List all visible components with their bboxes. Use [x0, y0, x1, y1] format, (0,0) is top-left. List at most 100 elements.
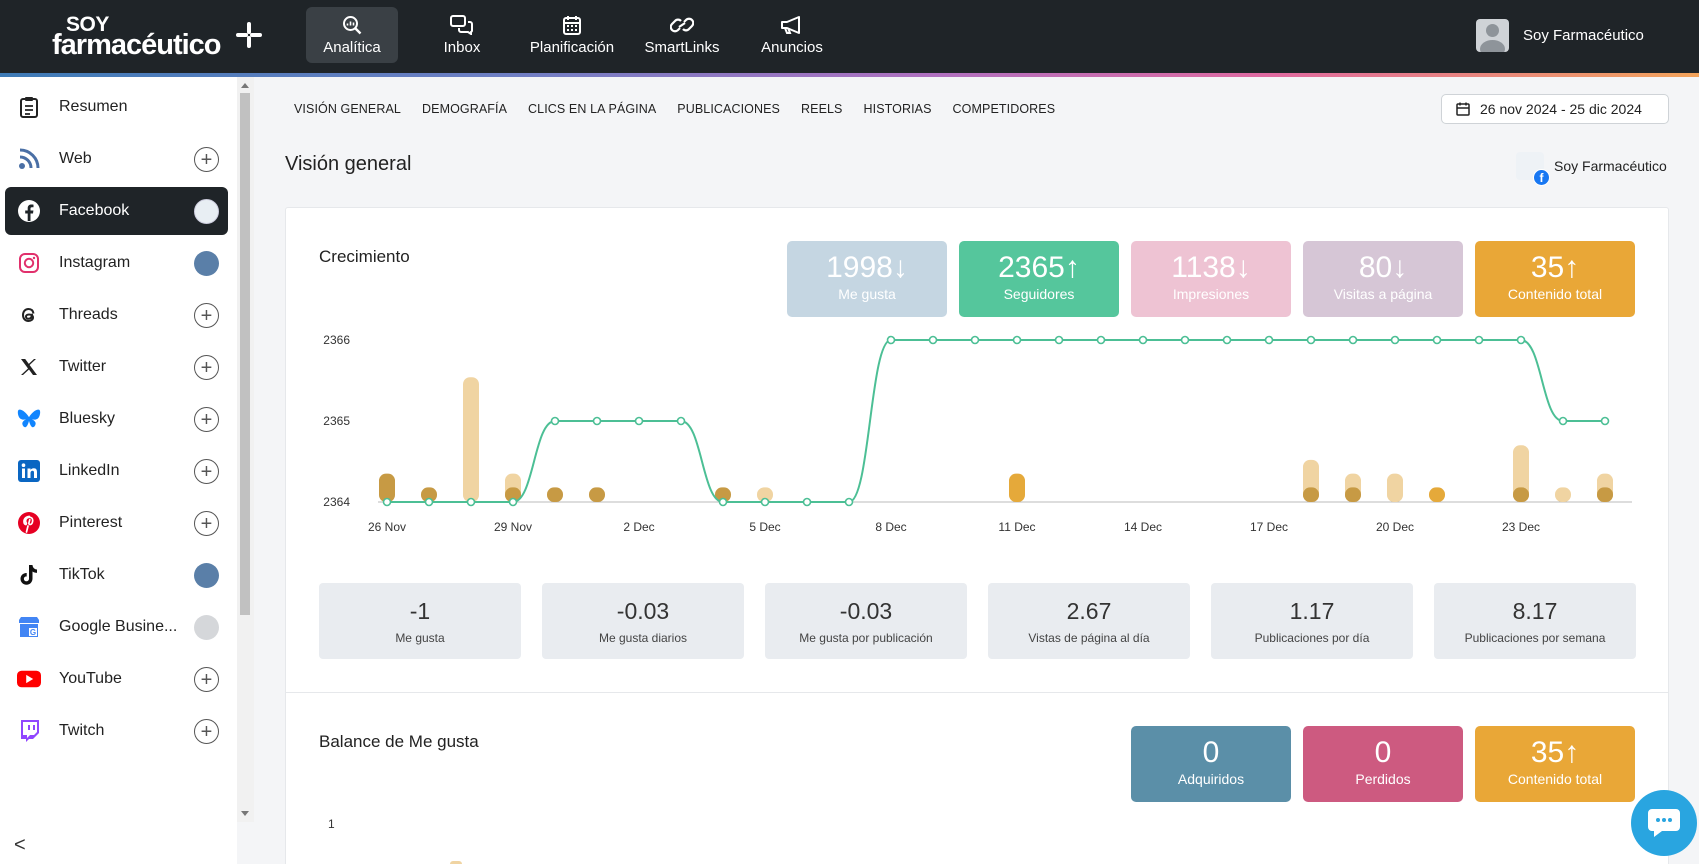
sidebar-item-tiktok[interactable]: TikTok — [5, 551, 228, 599]
sidebar-item-threads[interactable]: Threads + — [5, 291, 228, 339]
add-bluesky-button[interactable]: + — [194, 407, 219, 432]
tiktok-icon — [17, 563, 41, 587]
balance-title: Balance de Me gusta — [319, 732, 479, 751]
seguidores-point — [760, 497, 770, 507]
sidebar-item-bluesky[interactable]: Bluesky + — [5, 395, 228, 443]
chat-support-button[interactable] — [1631, 790, 1697, 856]
scroll-down-arrow-icon[interactable] — [241, 811, 249, 816]
sidebar-item-linkedin[interactable]: LinkedIn + — [5, 447, 228, 495]
tab-demografia[interactable]: DEMOGRAFÍA — [422, 102, 508, 116]
scroll-up-arrow-icon[interactable] — [241, 83, 249, 88]
calendar-small-icon — [1456, 102, 1470, 116]
facebook-icon — [17, 199, 41, 223]
brand-line1: SOY — [66, 13, 109, 36]
sidebar-item-instagram[interactable]: Instagram — [5, 239, 228, 287]
sidebar-item-facebook[interactable]: Facebook — [5, 187, 228, 235]
nav-smartlinks-label: SmartLinks — [644, 38, 720, 56]
nav-analitica[interactable]: Analítica — [306, 7, 398, 63]
threads-icon — [17, 303, 41, 327]
sidebar-scrollbar[interactable] — [237, 77, 254, 822]
seguidores-point — [1348, 335, 1358, 345]
stat-perdidos[interactable]: 0 Perdidos — [1303, 726, 1463, 802]
nav-anuncios[interactable]: Anuncios — [746, 7, 838, 63]
nav-analitica-label: Analítica — [323, 38, 381, 56]
metric-me-gusta: -1 Me gusta — [319, 583, 521, 659]
tab-clics-pagina[interactable]: CLICS EN LA PÁGINA — [528, 102, 657, 116]
sidebar-item-google-business[interactable]: G Google Busine... — [5, 603, 228, 651]
seguidores-point — [718, 497, 728, 507]
instagram-account-avatar[interactable] — [194, 251, 219, 276]
sidebar-label-web: Web — [59, 150, 92, 167]
stat-balance-contenido-label: Contenido total — [1507, 771, 1603, 787]
seguidores-point — [1180, 335, 1190, 345]
sidebar-label-twitch: Twitch — [59, 722, 105, 739]
sidebar-item-twitch[interactable]: Twitch + — [5, 707, 228, 755]
add-web-button[interactable]: + — [194, 147, 219, 172]
youtube-icon — [17, 667, 41, 691]
arrow-down-icon: ↓ — [1235, 251, 1251, 284]
seguidores-point — [886, 335, 896, 345]
seguidores-point — [508, 497, 518, 507]
tab-competidores[interactable]: COMPETIDORES — [952, 102, 1056, 116]
nav-smartlinks[interactable]: SmartLinks — [636, 7, 728, 63]
account-logo: f — [1516, 152, 1550, 186]
stat-balance-contenido-total[interactable]: 35↑ Contenido total — [1475, 726, 1635, 802]
dark-bar — [1597, 487, 1613, 502]
add-pinterest-button[interactable]: + — [194, 511, 219, 536]
nav-planificacion-label: Planificación — [529, 38, 615, 56]
nav-inbox[interactable]: Inbox — [416, 7, 508, 63]
sidebar-label-instagram: Instagram — [59, 254, 131, 271]
link-icon — [670, 17, 694, 32]
nav-planificacion[interactable]: Planificación — [526, 7, 618, 63]
google-business-icon: G — [17, 615, 41, 639]
add-twitch-button[interactable]: + — [194, 719, 219, 744]
seguidores-point — [1306, 335, 1316, 345]
stat-impresiones[interactable]: 1138↓ Impresiones — [1131, 241, 1291, 317]
user-menu[interactable]: Soy Farmacéutico — [1476, 19, 1644, 52]
seguidores-point — [1516, 335, 1526, 345]
google-business-account-avatar[interactable] — [194, 615, 219, 640]
facebook-account-avatar[interactable] — [194, 199, 219, 224]
stat-contenido-label: Contenido total — [1507, 286, 1603, 302]
add-twitter-button[interactable]: + — [194, 355, 219, 380]
tab-historias[interactable]: HISTORIAS — [863, 102, 932, 116]
sidebar-item-resumen[interactable]: Resumen — [5, 83, 228, 131]
stat-seguidores-value: 2365 — [998, 251, 1065, 284]
brand-logo[interactable]: SOY farmacéutico — [52, 13, 262, 61]
tab-publicaciones[interactable]: PUBLICACIONES — [677, 102, 780, 116]
add-threads-button[interactable]: + — [194, 303, 219, 328]
pinterest-icon — [17, 511, 41, 535]
sidebar-item-pinterest[interactable]: Pinterest + — [5, 499, 228, 547]
tiktok-account-avatar[interactable] — [194, 563, 219, 588]
stat-adquiridos-label: Adquiridos — [1177, 771, 1245, 787]
twitch-icon — [17, 719, 41, 743]
date-range-picker[interactable]: 26 nov 2024 - 25 dic 2024 — [1441, 94, 1669, 124]
scroll-thumb[interactable] — [240, 93, 250, 615]
sidebar-item-youtube[interactable]: YouTube + — [5, 655, 228, 703]
user-name: Soy Farmacéutico — [1523, 27, 1644, 44]
tab-reels[interactable]: REELS — [801, 102, 843, 116]
add-youtube-button[interactable]: + — [194, 667, 219, 692]
collapse-sidebar-button[interactable]: < — [14, 834, 26, 856]
stat-contenido-total[interactable]: 35↑ Contenido total — [1475, 241, 1635, 317]
facebook-badge-icon: f — [1533, 169, 1550, 186]
stat-adquiridos[interactable]: 0 Adquiridos — [1131, 726, 1291, 802]
x-tick-label: 14 Dec — [1124, 520, 1162, 534]
stat-me-gusta-value: 1998 — [826, 251, 893, 284]
seguidores-point — [676, 416, 686, 426]
stat-me-gusta[interactable]: 1998↓ Me gusta — [787, 241, 947, 317]
tab-vision-general[interactable]: VISIÓN GENERAL — [294, 102, 401, 116]
add-linkedin-button[interactable]: + — [194, 459, 219, 484]
dark-bar — [505, 487, 521, 502]
stat-visitas-pagina[interactable]: 80↓ Visitas a página — [1303, 241, 1463, 317]
sidebar-item-twitter[interactable]: Twitter + — [5, 343, 228, 391]
account-selector[interactable]: f Soy Farmacéutico — [1516, 152, 1667, 186]
stat-seguidores[interactable]: 2365↑ Seguidores — [959, 241, 1119, 317]
seguidores-point — [1390, 335, 1400, 345]
x-tick-label: 2 Dec — [623, 520, 654, 534]
metric-label: Vistas de página al día — [1028, 631, 1150, 645]
sidebar-item-web[interactable]: Web + — [5, 135, 228, 183]
nav-inbox-label: Inbox — [443, 38, 481, 56]
light-bar — [1513, 445, 1529, 502]
brand-line2: farmacéutico — [52, 29, 222, 61]
